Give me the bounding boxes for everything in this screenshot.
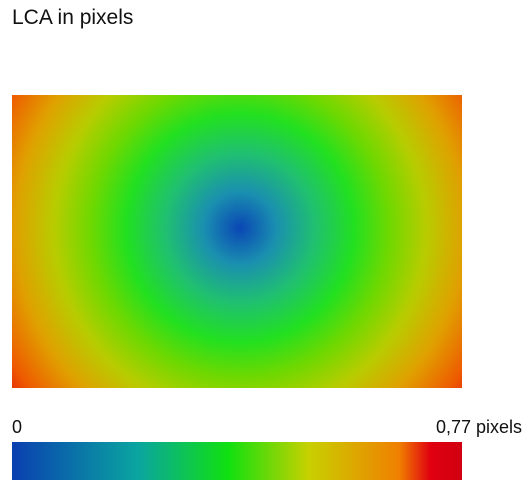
chart-title: LCA in pixels [12, 6, 134, 29]
colorbar-gradient [12, 442, 462, 480]
lca-heatmap [12, 95, 462, 388]
heatmap-field [12, 95, 462, 388]
colorbar [12, 442, 462, 480]
colorbar-svg [12, 442, 462, 480]
colorbar-max-label: 0,77 pixels [435, 417, 522, 437]
heatmap-svg [12, 95, 462, 388]
colorbar-min-label: 0 [12, 417, 23, 437]
